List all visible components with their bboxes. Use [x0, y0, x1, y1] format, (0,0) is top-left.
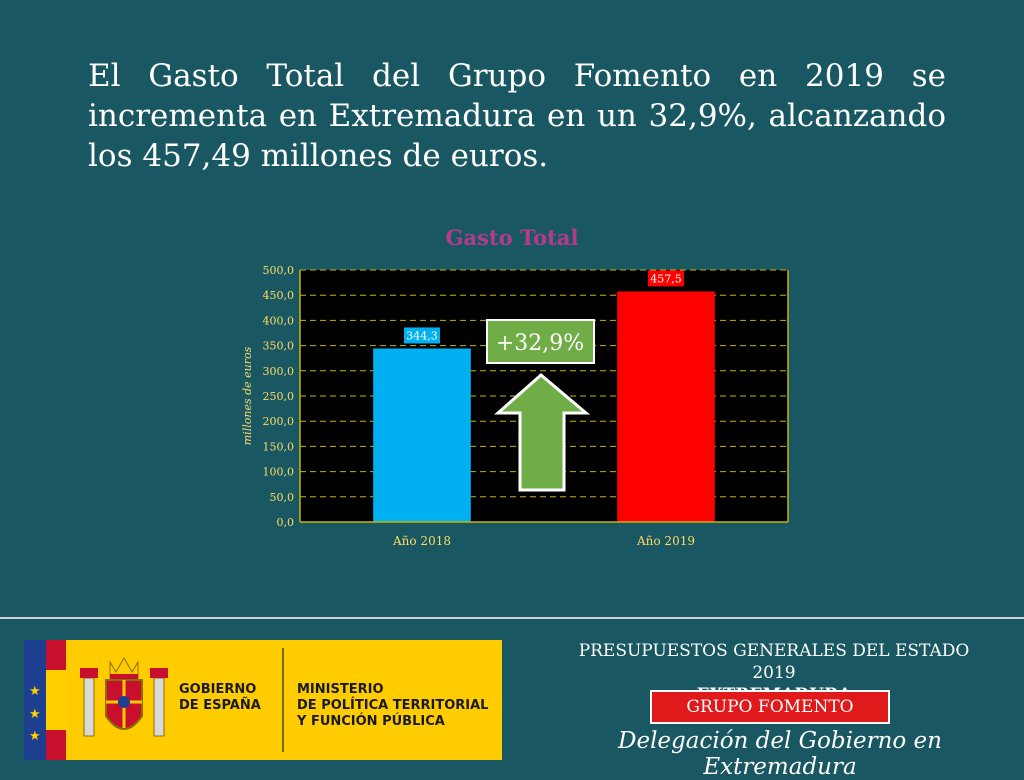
government-logo: ★ ★ ★ GOBIERNO DE ESPAÑA MINISTERIO DE P… [24, 640, 502, 760]
data-label: 457,5 [650, 272, 682, 285]
bar [617, 291, 715, 522]
bar [373, 348, 471, 522]
y-tick-label: 500,0 [263, 264, 295, 277]
x-tick-label: Año 2018 [392, 534, 451, 548]
data-label-box [404, 327, 440, 344]
budget-line1: PRESUPUESTOS GENERALES DEL ESTADO 2019 [578, 641, 970, 683]
ministry-line1: MINISTERIO [297, 682, 384, 697]
y-tick-labels: 0,0 50,0 100,0 150,0 200,0 250,0 300,0 350,0 400… [263, 264, 295, 529]
y-tick-label: 400,0 [263, 314, 295, 327]
gov-line1: GOBIERNO [179, 682, 257, 697]
gobierno-de-espana-text: GOBIERNO DE ESPAÑA [179, 682, 279, 714]
y-tick-label: 150,0 [263, 440, 295, 453]
ministry-text: MINISTERIO DE POLÍTICA TERRITORIAL Y FUN… [297, 682, 497, 730]
y-axis-label: millones de euros [241, 346, 254, 445]
y-tick-label: 200,0 [263, 415, 295, 428]
data-label-box [648, 270, 684, 287]
footer-divider [0, 617, 1024, 619]
gov-line2: DE ESPAÑA [179, 698, 261, 713]
y-tick-label: 0,0 [277, 516, 295, 529]
y-tick-label: 100,0 [263, 466, 295, 479]
coat-of-arms-icon [80, 656, 168, 737]
eu-stars-icon: ★ ★ ★ [24, 640, 46, 760]
data-label: 344,3 [406, 329, 438, 342]
spanish-flag-yellow [46, 670, 66, 730]
logo-divider [282, 648, 284, 752]
y-tick-label: 350,0 [263, 340, 295, 353]
spanish-flag-icon [46, 640, 66, 670]
group-badge: GRUPO FOMENTO [650, 690, 890, 724]
y-tick-label: 300,0 [263, 365, 295, 378]
up-arrow-icon [494, 373, 591, 492]
y-tick-label: 250,0 [263, 390, 295, 403]
x-tick-labels: Año 2018 Año 2019 [392, 534, 695, 548]
percent-annotation: +32,9% [496, 331, 584, 356]
delegation-text: Delegación del Gobierno en Extremadura [618, 728, 942, 780]
chart-title: Gasto Total [446, 225, 579, 250]
spanish-flag-red [46, 730, 66, 760]
percent-badge [486, 319, 595, 364]
ministry-line3: Y FUNCIÓN PÚBLICA [297, 714, 445, 729]
headline: El Gasto Total del Grupo Fomento en 2019… [88, 58, 946, 174]
y-tick-label: 50,0 [270, 491, 295, 504]
data-labels: 344,3 457,5 [404, 270, 684, 344]
chart: Gasto Total 0,0 50,0 100,0 150,0 200,0 250,0 3… [241, 225, 789, 548]
ministry-line2: DE POLÍTICA TERRITORIAL [297, 698, 489, 713]
x-tick-label: Año 2019 [636, 534, 695, 548]
bars [373, 291, 715, 522]
y-tick-label: 450,0 [263, 289, 295, 302]
